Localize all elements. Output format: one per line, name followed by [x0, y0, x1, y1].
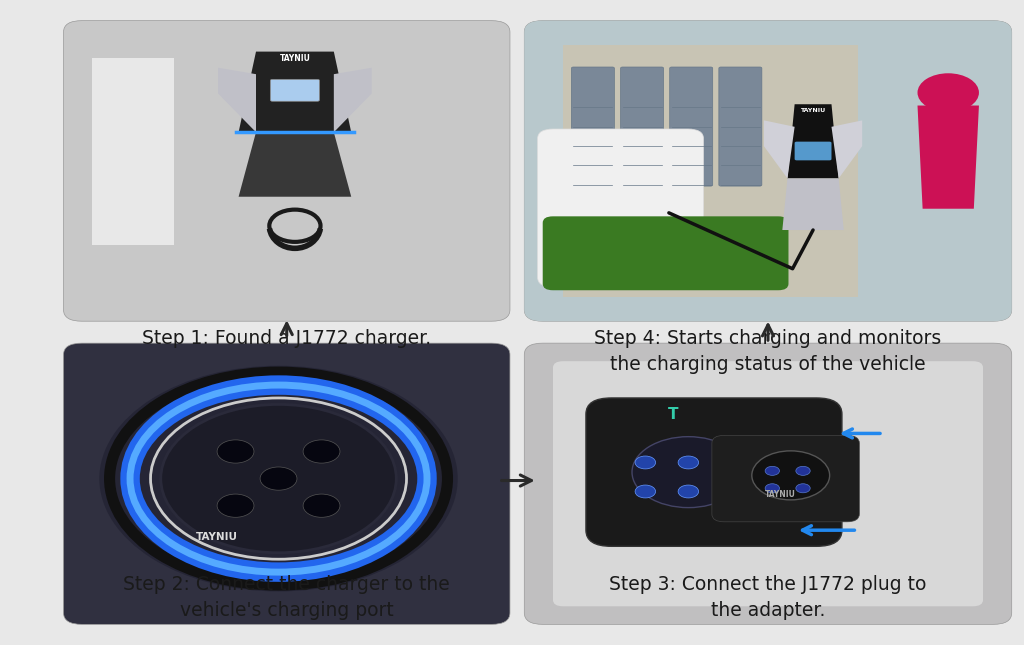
Circle shape — [796, 484, 810, 493]
Polygon shape — [787, 104, 839, 179]
Text: TAYNIU: TAYNIU — [765, 490, 796, 499]
Circle shape — [217, 440, 254, 463]
FancyBboxPatch shape — [524, 21, 1012, 321]
FancyBboxPatch shape — [553, 361, 983, 606]
Polygon shape — [239, 52, 351, 132]
Circle shape — [678, 456, 698, 469]
Text: Step 1: Found a J1772 charger.: Step 1: Found a J1772 charger. — [142, 329, 431, 348]
Circle shape — [752, 451, 829, 500]
FancyBboxPatch shape — [621, 67, 664, 186]
FancyBboxPatch shape — [63, 343, 510, 624]
Circle shape — [632, 437, 744, 508]
Polygon shape — [831, 121, 862, 179]
Circle shape — [765, 484, 779, 493]
Text: TAYNIU: TAYNIU — [196, 531, 239, 542]
Polygon shape — [563, 45, 858, 297]
FancyBboxPatch shape — [719, 67, 762, 186]
Circle shape — [796, 466, 810, 475]
Text: TAYNIU: TAYNIU — [801, 108, 825, 113]
Text: Step 3: Connect the J1772 plug to
the adapter.: Step 3: Connect the J1772 plug to the ad… — [609, 575, 927, 620]
Circle shape — [217, 494, 254, 517]
FancyBboxPatch shape — [586, 398, 842, 546]
FancyBboxPatch shape — [712, 435, 859, 522]
FancyBboxPatch shape — [670, 67, 713, 186]
Circle shape — [303, 440, 340, 463]
FancyBboxPatch shape — [795, 142, 831, 161]
Text: T: T — [668, 406, 678, 422]
Circle shape — [678, 485, 698, 498]
Circle shape — [161, 404, 396, 553]
Polygon shape — [764, 121, 795, 179]
Circle shape — [765, 466, 779, 475]
Circle shape — [303, 494, 340, 517]
Circle shape — [99, 366, 458, 591]
FancyBboxPatch shape — [538, 129, 703, 287]
FancyBboxPatch shape — [571, 67, 614, 186]
Circle shape — [260, 467, 297, 490]
FancyBboxPatch shape — [63, 21, 510, 321]
FancyBboxPatch shape — [543, 216, 788, 290]
Circle shape — [918, 74, 979, 112]
Polygon shape — [782, 179, 844, 230]
Polygon shape — [918, 106, 979, 209]
Text: Step 4: Starts charging and monitors
the charging status of the vehicle: Step 4: Starts charging and monitors the… — [594, 329, 942, 375]
Polygon shape — [334, 68, 372, 132]
Polygon shape — [92, 58, 174, 245]
Polygon shape — [218, 68, 256, 132]
Circle shape — [635, 485, 655, 498]
FancyBboxPatch shape — [524, 343, 1012, 624]
Text: TAYNIU: TAYNIU — [280, 54, 310, 63]
FancyBboxPatch shape — [524, 21, 1012, 321]
Circle shape — [635, 456, 655, 469]
Polygon shape — [239, 132, 351, 197]
FancyBboxPatch shape — [270, 79, 319, 101]
Text: Step 2: Connect the charger to the
vehicle's charging port: Step 2: Connect the charger to the vehic… — [123, 575, 451, 620]
